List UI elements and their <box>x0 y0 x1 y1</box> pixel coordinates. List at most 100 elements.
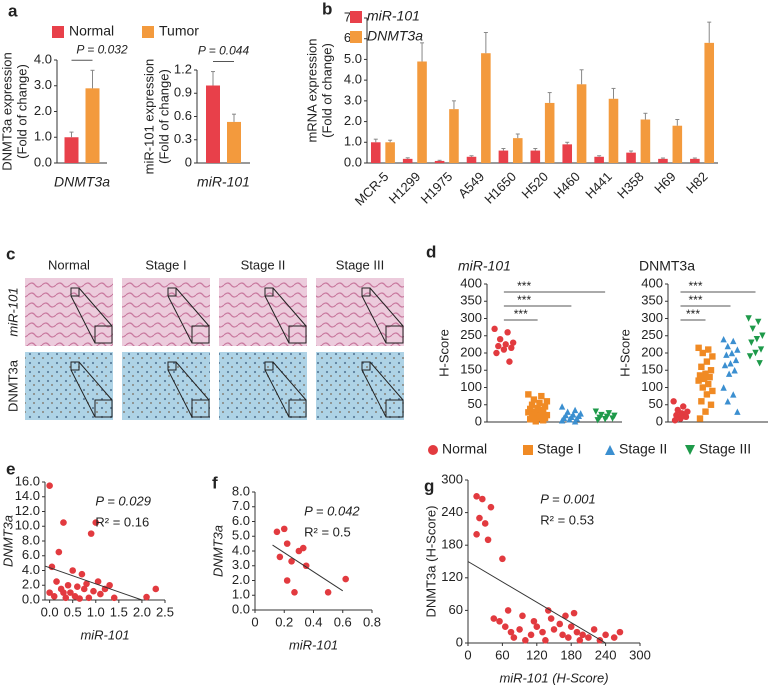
bar <box>690 158 700 163</box>
significance-label: *** <box>686 307 700 321</box>
y-tick-label: 2.0 <box>344 113 362 128</box>
point <box>324 589 332 596</box>
x-tick-label: 0.5 <box>64 604 82 619</box>
point <box>592 408 600 415</box>
point <box>97 590 104 598</box>
x-tick-label: 0.2 <box>275 614 293 629</box>
x-tick-label: 240 <box>595 647 617 662</box>
bar <box>206 85 220 163</box>
point <box>602 631 609 639</box>
inset-line <box>264 295 290 344</box>
histology-image <box>25 278 113 346</box>
point <box>527 405 534 413</box>
p-value: P = 0.032 <box>76 42 128 56</box>
y-tick-label: 0.9 <box>174 85 192 100</box>
y-tick-label: 0.0 <box>34 154 52 169</box>
y-tick-label: 3.0 <box>232 557 250 572</box>
point <box>60 519 67 526</box>
point <box>677 415 684 422</box>
point <box>519 612 526 620</box>
point <box>752 349 759 357</box>
trend-line <box>44 565 143 601</box>
x-tick-label: 180 <box>560 647 582 662</box>
point <box>727 360 734 367</box>
point <box>80 585 88 593</box>
x-tick-label: DNMT3a <box>54 174 110 190</box>
bar <box>544 102 555 163</box>
point <box>605 445 615 455</box>
inset-line <box>369 287 404 327</box>
point <box>723 351 730 358</box>
significance-label: *** <box>688 279 702 293</box>
bar <box>626 152 636 163</box>
y-tick-label: 6.0 <box>232 513 250 528</box>
y-axis-label: (Fold of change) <box>14 64 29 159</box>
point <box>527 416 534 423</box>
zoom-box <box>167 361 177 371</box>
y-tick-label: 12.0 <box>15 503 40 518</box>
row-label: DNMT3a <box>5 359 20 412</box>
point <box>530 617 538 625</box>
point <box>67 589 74 596</box>
point <box>506 358 513 365</box>
panel-label: b <box>322 0 332 18</box>
point <box>504 329 511 336</box>
point <box>528 401 536 408</box>
x-tick-label: 1.5 <box>110 604 128 619</box>
point <box>567 623 575 630</box>
point <box>476 514 483 522</box>
point <box>610 634 618 641</box>
point <box>707 401 715 408</box>
y-tick-label: 120 <box>441 569 463 584</box>
point <box>682 413 690 421</box>
x-tick-label: 300 <box>629 647 651 662</box>
y-axis-label: DNMT3a <box>210 525 225 577</box>
inset-line <box>264 369 290 418</box>
point <box>670 398 677 405</box>
point <box>734 408 741 415</box>
point <box>684 408 691 415</box>
annotation: P = 0.042 <box>304 503 360 518</box>
point <box>730 391 737 398</box>
y-tick-label: 400 <box>460 275 482 290</box>
y-tick-label: 8.0 <box>22 532 40 547</box>
y-tick-label: 200 <box>641 344 663 359</box>
row-label: miR-101 <box>5 287 20 336</box>
y-axis-label: mRNA expression <box>304 38 319 142</box>
x-tick-label: H82 <box>683 169 710 196</box>
y-tick-label: 350 <box>641 293 663 308</box>
y-tick-label: 0.6 <box>174 108 192 123</box>
bar <box>434 160 445 163</box>
point <box>143 593 150 601</box>
y-tick-label: 200 <box>460 344 482 359</box>
zoom-box <box>361 287 371 297</box>
y-axis-label: DNMT3a expression <box>0 52 14 171</box>
point <box>509 339 517 346</box>
legend-label: Stage III <box>699 441 751 457</box>
bar <box>402 158 413 163</box>
point <box>559 631 566 639</box>
bar <box>640 119 651 163</box>
point <box>562 612 569 620</box>
point <box>749 325 756 333</box>
y-tick-label: 2.0 <box>34 103 52 118</box>
point <box>616 628 624 636</box>
inset-line <box>78 287 113 327</box>
legend-label: Stage II <box>619 441 667 457</box>
x-tick-label: 0 <box>464 647 471 662</box>
panel-label: g <box>424 476 434 495</box>
point <box>48 563 56 571</box>
point <box>721 361 729 369</box>
point <box>571 418 579 425</box>
legend-swatch <box>350 11 362 23</box>
significance-label: *** <box>688 293 702 307</box>
point <box>276 553 284 561</box>
y-tick-label: 300 <box>441 471 463 486</box>
point <box>671 417 679 424</box>
legend-swatch <box>350 31 362 43</box>
y-tick-label: 3.0 <box>344 92 362 107</box>
point <box>46 589 53 596</box>
histology-image <box>316 278 404 346</box>
point <box>745 315 752 322</box>
